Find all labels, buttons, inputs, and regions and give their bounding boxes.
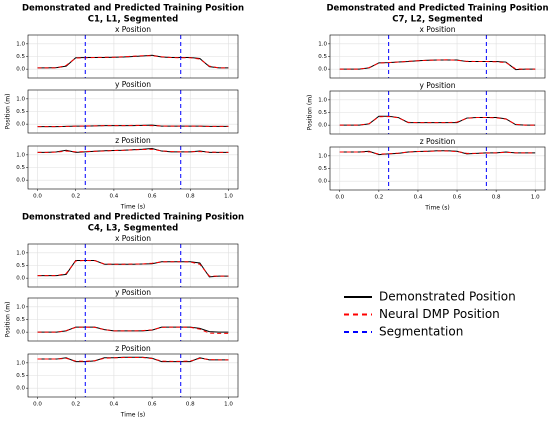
x-tick-label: 0.6	[148, 194, 157, 200]
y-tick-label: 0.5	[16, 165, 25, 171]
axes-frame	[27, 353, 239, 398]
axes-frame	[329, 34, 546, 79]
chart-title: Demonstrated and Predicted Training Posi…	[326, 4, 548, 14]
legend-label: Segmentation	[379, 325, 463, 339]
y-tick-label: 1.0	[16, 96, 25, 102]
x-tick-label: 0.0	[335, 195, 344, 201]
series-line	[339, 116, 536, 126]
axes-frame	[329, 146, 546, 191]
y-tick-label: 0.0	[16, 276, 25, 282]
x-tick-label: 1.0	[224, 402, 233, 408]
y-tick-label: 0.5	[16, 263, 25, 269]
panel-title: y Position	[115, 80, 151, 89]
series-line	[339, 59, 536, 70]
y-tick-label: 0.5	[318, 110, 327, 116]
series-line	[339, 59, 536, 71]
x-tick-label: 0.4	[110, 194, 119, 200]
y-tick-label: 0.0	[318, 179, 327, 185]
x-tick-label: 1.0	[224, 194, 233, 200]
axes-frame	[27, 89, 239, 134]
x-tick-label: 0.2	[71, 402, 80, 408]
y-tick-label: 1.0	[16, 304, 25, 310]
y-tick-label: 0.5	[16, 109, 25, 115]
chart-title: C1, L1, Segmented	[88, 15, 178, 25]
series-line	[37, 259, 229, 278]
x-axis-label: Time (s)	[120, 204, 145, 211]
legend-label: Demonstrated Position	[379, 290, 516, 304]
chart-title: Demonstrated and Predicted Training Posi…	[22, 4, 244, 14]
y-axis-label: Position (m)	[307, 95, 314, 131]
axes-frame	[27, 34, 239, 79]
axes-frame	[27, 297, 239, 342]
series-line	[37, 55, 229, 69]
y-tick-label: 1.0	[318, 97, 327, 103]
x-tick-label: 0.2	[71, 194, 80, 200]
panel-title: z Position	[420, 137, 456, 146]
axes-frame	[27, 145, 239, 190]
x-tick-label: 0.0	[33, 194, 42, 200]
panel-title: y Position	[115, 288, 151, 297]
panel-title: z Position	[115, 344, 151, 353]
y-tick-label: 0.0	[16, 178, 25, 184]
y-tick-label: 0.0	[16, 330, 25, 336]
y-tick-label: 0.5	[318, 54, 327, 60]
series-line	[37, 54, 229, 69]
y-tick-label: 0.0	[16, 122, 25, 128]
chart-title: C7, L2, Segmented	[392, 15, 482, 25]
y-tick-label: 0.5	[16, 317, 25, 323]
x-tick-label: 0.6	[453, 195, 462, 201]
x-tick-label: 0.4	[110, 402, 119, 408]
series-line	[339, 150, 536, 155]
x-tick-label: 0.8	[186, 194, 195, 200]
x-tick-label: 0.6	[148, 402, 157, 408]
legend-label: Neural DMP Position	[379, 307, 500, 321]
x-tick-label: 1.0	[531, 195, 540, 201]
y-tick-label: 0.0	[16, 386, 25, 392]
series-line	[37, 124, 229, 128]
series-line	[37, 357, 229, 362]
x-axis-label: Time (s)	[120, 412, 145, 419]
y-tick-label: 0.0	[318, 123, 327, 129]
y-tick-label: 1.0	[16, 41, 25, 47]
y-tick-label: 0.0	[318, 67, 327, 73]
y-tick-label: 1.0	[16, 250, 25, 256]
axes-frame	[27, 243, 239, 288]
y-tick-label: 0.5	[16, 373, 25, 379]
y-tick-label: 0.5	[318, 166, 327, 172]
x-tick-label: 0.8	[492, 195, 501, 201]
y-axis-label: Position (m)	[5, 94, 12, 130]
y-tick-label: 1.0	[318, 41, 327, 47]
y-tick-label: 0.0	[16, 67, 25, 73]
y-axis-label: Position (m)	[5, 302, 12, 338]
chart-title: Demonstrated and Predicted Training Posi…	[22, 213, 244, 223]
panel-title: y Position	[419, 81, 455, 90]
x-tick-label: 0.2	[374, 195, 383, 201]
y-tick-label: 1.0	[318, 153, 327, 159]
panel-title: x Position	[419, 25, 455, 34]
chart-title: C4, L3, Segmented	[88, 224, 178, 234]
y-tick-label: 1.0	[16, 152, 25, 158]
panel-title: z Position	[115, 136, 151, 145]
axes-frame	[329, 90, 546, 135]
panel-title: x Position	[115, 25, 151, 34]
series-line	[37, 148, 229, 153]
y-tick-label: 0.5	[16, 54, 25, 60]
series-line	[37, 326, 229, 333]
x-tick-label: 0.4	[414, 195, 423, 201]
panel-title: x Position	[115, 234, 151, 243]
y-tick-label: 1.0	[16, 360, 25, 366]
x-axis-label: Time (s)	[424, 205, 449, 212]
x-tick-label: 0.0	[33, 402, 42, 408]
x-tick-label: 0.8	[186, 402, 195, 408]
